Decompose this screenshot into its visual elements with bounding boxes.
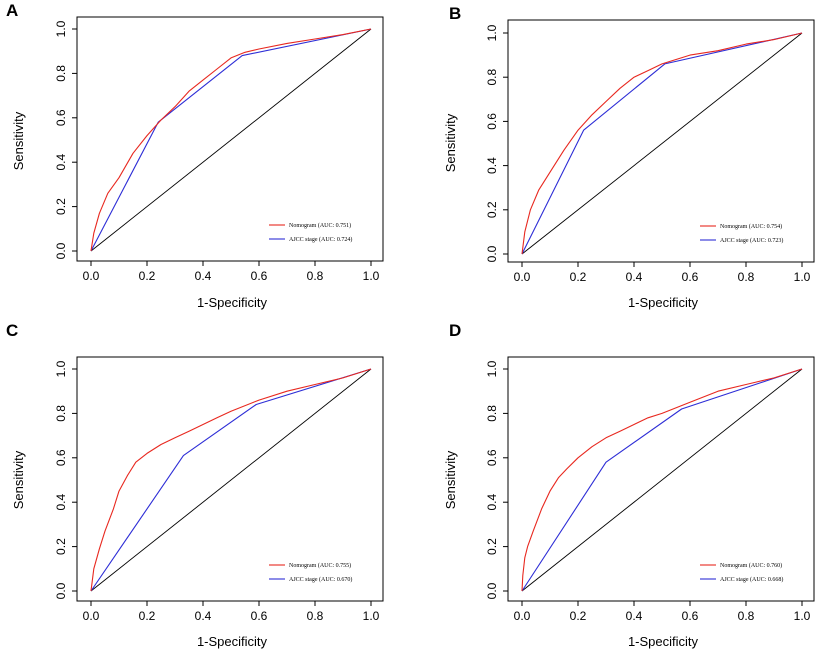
y-tick-label: 0.6 — [485, 449, 499, 466]
y-tick-label: 0.0 — [485, 582, 499, 599]
legend-label-nomogram: Nomogram (AUC: 0.754) — [720, 223, 782, 230]
x-tick-label: 0.2 — [139, 269, 156, 283]
nomogram-roc-curve — [521, 368, 803, 592]
legend-box — [265, 556, 375, 590]
legend-label-ajcc: AJCC stage (AUC: 0.724) — [289, 236, 352, 243]
x-axis-title: 1-Specificity — [628, 634, 699, 649]
panel-label: A — [6, 1, 18, 20]
ajcc-stage-roc-curve — [90, 368, 372, 592]
x-axis-title: 1-Specificity — [628, 295, 699, 310]
x-tick-label: 0.8 — [307, 609, 324, 623]
roc-panel-a: A 0.0 0.2 0.4 0.6 0.8 1.0 0.0 0.2 0.4 0.6 0.8 1.0 1-S… — [6, 1, 384, 310]
x-tick-label: 1.0 — [363, 609, 380, 623]
y-tick-label: 0.2 — [54, 198, 68, 215]
legend-label-ajcc: AJCC stage (AUC: 0.723) — [720, 237, 783, 244]
reference-diagonal-line — [90, 368, 372, 592]
nomogram-roc-curve — [90, 28, 372, 252]
y-tick-label: 0.0 — [485, 245, 499, 262]
y-tick-label: 1.0 — [485, 24, 499, 41]
y-tick-label: 0.2 — [485, 538, 499, 555]
y-axis-title: Sensitivity — [11, 111, 26, 170]
y-tick-label: 1.0 — [485, 360, 499, 377]
x-tick-label: 0.0 — [514, 270, 531, 284]
reference-diagonal-line — [521, 368, 803, 592]
x-tick-label: 0.4 — [626, 609, 643, 623]
reference-diagonal-line — [521, 32, 803, 255]
panel-label: B — [449, 4, 461, 23]
y-tick-label: 0.8 — [485, 69, 499, 86]
roc-panel-b: B 0.0 0.2 0.4 0.6 0.8 1.0 0.0 0.2 0.4 0.6 0.8 1.0 1-S… — [443, 4, 815, 310]
legend: Nomogram (AUC: 0.760) AJCC stage (AUC: 0.… — [696, 556, 806, 590]
x-tick-label: 1.0 — [794, 270, 811, 284]
reference-diagonal-line — [90, 28, 372, 252]
y-tick-label: 0.6 — [54, 449, 68, 466]
x-tick-label: 0.8 — [738, 609, 755, 623]
y-tick-label: 0.4 — [54, 154, 68, 171]
x-tick-label: 1.0 — [794, 609, 811, 623]
y-tick-label: 0.6 — [485, 113, 499, 130]
y-tick-label: 0.2 — [54, 538, 68, 555]
legend: Nomogram (AUC: 0.754) AJCC stage (AUC: 0.… — [696, 217, 806, 251]
x-tick-label: 0.8 — [307, 269, 324, 283]
legend: Nomogram (AUC: 0.755) AJCC stage (AUC: 0.… — [265, 556, 375, 590]
y-tick-label: 1.0 — [54, 360, 68, 377]
ajcc-stage-roc-curve — [521, 368, 803, 592]
legend-label-ajcc: AJCC stage (AUC: 0.670) — [289, 576, 352, 583]
y-axis-title: Sensitivity — [443, 450, 458, 509]
plot-frame — [507, 356, 815, 602]
y-tick-label: 1.0 — [54, 20, 68, 37]
x-tick-label: 0.0 — [83, 269, 100, 283]
y-tick-label: 0.4 — [485, 157, 499, 174]
y-tick-label: 0.8 — [54, 65, 68, 82]
x-tick-label: 0.6 — [251, 609, 268, 623]
x-axis-title: 1-Specificity — [197, 295, 268, 310]
x-tick-label: 0.0 — [514, 609, 531, 623]
legend-label-nomogram: Nomogram (AUC: 0.751) — [289, 222, 351, 229]
y-tick-label: 0.8 — [54, 405, 68, 422]
legend-box — [265, 216, 375, 250]
x-tick-label: 0.0 — [83, 609, 100, 623]
x-tick-label: 0.4 — [626, 270, 643, 284]
y-tick-label: 0.0 — [54, 242, 68, 259]
y-tick-label: 0.4 — [54, 494, 68, 511]
x-tick-label: 0.4 — [195, 269, 212, 283]
x-tick-label: 0.6 — [682, 609, 699, 623]
roc-panel-c: C 0.0 0.2 0.4 0.6 0.8 1.0 0.0 0.2 0.4 0.6 0.8 1.0 1-S… — [6, 321, 384, 649]
legend-label-ajcc: AJCC stage (AUC: 0.668) — [720, 576, 783, 583]
x-axis-title: 1-Specificity — [197, 634, 268, 649]
y-tick-label: 0.6 — [54, 109, 68, 126]
x-tick-label: 0.2 — [139, 609, 156, 623]
x-tick-label: 0.6 — [251, 269, 268, 283]
x-tick-label: 0.8 — [738, 270, 755, 284]
x-tick-label: 1.0 — [363, 269, 380, 283]
y-tick-label: 0.0 — [54, 582, 68, 599]
legend: Nomogram (AUC: 0.751) AJCC stage (AUC: 0.… — [265, 216, 375, 250]
y-axis-title: Sensitivity — [11, 450, 26, 509]
legend-label-nomogram: Nomogram (AUC: 0.755) — [289, 562, 351, 569]
plot-frame — [76, 356, 384, 602]
y-tick-label: 0.8 — [485, 405, 499, 422]
x-tick-label: 0.2 — [570, 270, 587, 284]
plot-frame — [76, 16, 384, 262]
panel-label: C — [6, 321, 18, 340]
panel-label: D — [449, 321, 461, 340]
x-tick-label: 0.2 — [570, 609, 587, 623]
ajcc-stage-roc-curve — [90, 28, 372, 252]
y-axis-title: Sensitivity — [443, 113, 458, 172]
plot-frame — [507, 19, 815, 263]
legend-box — [696, 556, 806, 590]
nomogram-roc-curve — [90, 368, 372, 592]
x-tick-label: 0.4 — [195, 609, 212, 623]
x-tick-label: 0.6 — [682, 270, 699, 284]
nomogram-roc-curve — [521, 32, 803, 255]
roc-panel-d: D 0.0 0.2 0.4 0.6 0.8 1.0 0.0 0.2 0.4 0.6 0.8 1.0 1-S… — [443, 321, 815, 649]
legend-label-nomogram: Nomogram (AUC: 0.760) — [720, 562, 782, 569]
legend-box — [696, 217, 806, 251]
ajcc-stage-roc-curve — [521, 32, 803, 255]
y-tick-label: 0.4 — [485, 494, 499, 511]
y-tick-label: 0.2 — [485, 201, 499, 218]
